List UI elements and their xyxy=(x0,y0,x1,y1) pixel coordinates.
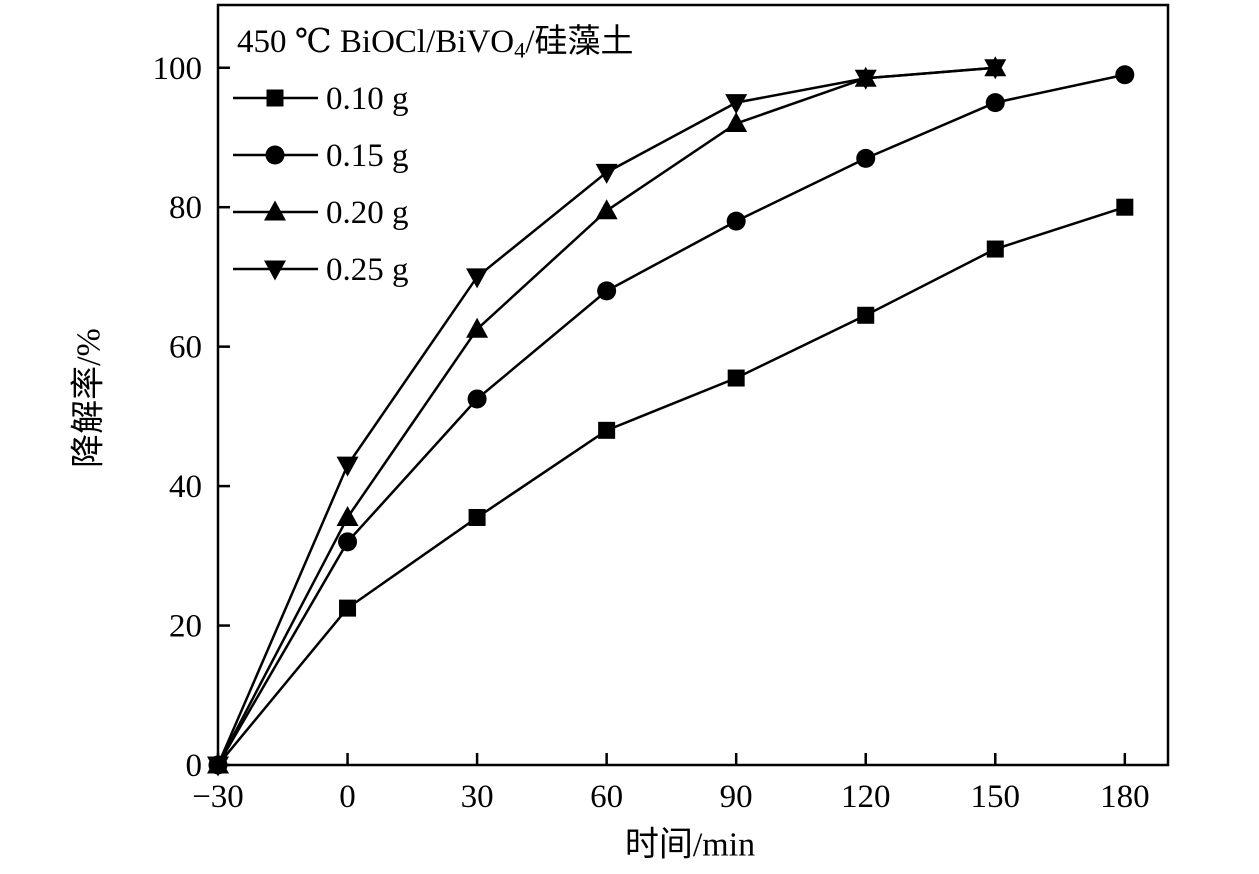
series-marker-triangle-up xyxy=(336,505,359,526)
series-marker-circle xyxy=(856,148,876,168)
series-marker-circle xyxy=(1115,65,1135,85)
y-tick-label: 80 xyxy=(169,190,202,226)
legend-marker-square xyxy=(266,89,284,107)
series-marker-circle xyxy=(985,93,1005,113)
series-marker-square xyxy=(986,240,1004,258)
y-axis-label: 降解率/% xyxy=(70,328,108,468)
legend-label: 0.10 g xyxy=(326,81,409,117)
series-marker-circle xyxy=(338,532,358,552)
legend-marker-triangle-down xyxy=(264,260,286,281)
chart-title: 450 ℃ BiOCl/BiVO4/硅藻土 xyxy=(237,14,634,64)
legend-label: 0.25 g xyxy=(326,252,409,288)
x-tick-label: 150 xyxy=(971,779,1021,815)
legend-label: 0.15 g xyxy=(326,138,409,174)
chart-title-post: /硅藻土 xyxy=(525,24,634,60)
y-tick-label: 20 xyxy=(169,609,202,645)
x-tick-label: 60 xyxy=(590,779,623,815)
series-marker-triangle-down xyxy=(984,59,1007,80)
series-marker-circle xyxy=(597,281,617,301)
series-marker-triangle-up xyxy=(725,112,748,133)
series-marker-triangle-down xyxy=(854,69,877,90)
series-marker-square xyxy=(468,508,486,526)
series-marker-triangle-down xyxy=(336,456,359,477)
series-line-0.10g xyxy=(217,206,1126,766)
chart-title-pre: 450 ℃ BiOCl/BiVO xyxy=(237,24,515,60)
y-tick-label: 60 xyxy=(169,330,202,366)
series-marker-triangle-up xyxy=(466,317,489,338)
plot-frame xyxy=(216,3,1170,767)
series-marker-triangle-down xyxy=(595,163,618,184)
x-tick-label: 0 xyxy=(339,779,356,815)
series-line-0.15g xyxy=(216,73,1126,766)
series-marker-circle xyxy=(467,389,487,409)
series-marker-square xyxy=(598,421,616,439)
legend-marker-triangle-up xyxy=(264,200,286,221)
series-marker-square xyxy=(857,306,875,324)
x-tick-label: −30 xyxy=(192,779,244,815)
series-marker-triangle-down xyxy=(207,756,229,777)
y-tick-label: 0 xyxy=(186,748,203,784)
x-axis-label: 时间/min xyxy=(624,826,756,864)
x-tick-label: 180 xyxy=(1100,779,1150,815)
series-marker-triangle-down xyxy=(466,268,489,289)
series-marker-square xyxy=(1116,198,1134,216)
series-marker-square xyxy=(727,369,745,387)
chart-title-sub: 4 xyxy=(514,37,526,63)
legend-label: 0.20 g xyxy=(326,195,409,231)
x-tick-label: 90 xyxy=(720,779,753,815)
series-marker-square xyxy=(339,599,357,617)
series-marker-triangle-down xyxy=(725,94,748,115)
legend-marker-circle xyxy=(265,145,285,165)
x-tick-label: 120 xyxy=(841,779,891,815)
y-tick-label: 40 xyxy=(169,469,202,505)
y-tick-label: 100 xyxy=(153,51,203,87)
series-marker-circle xyxy=(726,211,746,231)
x-tick-label: 30 xyxy=(461,779,494,815)
series-marker-triangle-up xyxy=(595,199,618,220)
